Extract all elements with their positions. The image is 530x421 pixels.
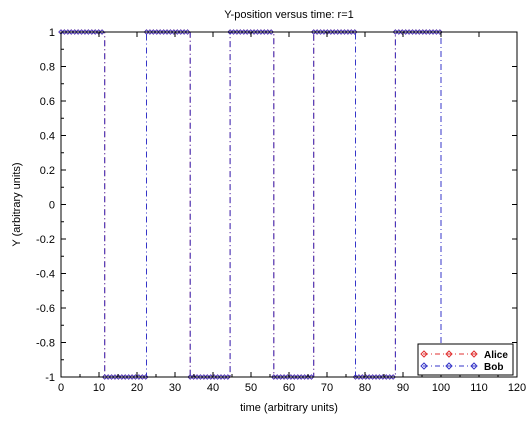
series-markers-bob — [58, 29, 443, 380]
y-tick-label: -0.2 — [36, 234, 55, 246]
plot-area — [58, 29, 443, 380]
x-tick-label: 80 — [359, 382, 371, 394]
legend-marker — [470, 350, 478, 358]
y-tick-label: -0.6 — [36, 303, 55, 315]
legend-label-alice: Alice — [484, 350, 508, 361]
legend-marker — [445, 350, 453, 358]
y-tick-label: 0.6 — [40, 96, 55, 108]
y-tick-label: 0 — [49, 200, 55, 212]
x-tick-label: 20 — [131, 382, 143, 394]
data-point — [308, 374, 315, 380]
legend-label-bob: Bob — [484, 362, 503, 373]
y-tick-label: 0.2 — [40, 165, 55, 177]
x-tick-label: 70 — [321, 382, 333, 394]
y-axis: -1 -0.8 -0.6 -0.4 -0.2 0 0.2 0.4 0.6 0.8 1 — [36, 27, 517, 384]
y-tick-label: -0.8 — [36, 338, 55, 350]
legend-marker — [420, 362, 428, 370]
x-axis-title: time (arbitrary units) — [240, 402, 338, 414]
y-tick-label: 1 — [49, 27, 55, 39]
data-point — [351, 29, 358, 35]
x-tick-label: 0 — [58, 382, 64, 394]
data-point — [142, 374, 149, 380]
legend-box — [417, 343, 514, 376]
y-tick-label: -1 — [45, 372, 55, 384]
legend-marker — [445, 362, 453, 370]
y-axis-title: Y (arbitrary units) — [11, 162, 23, 246]
data-point — [184, 29, 191, 35]
y-tick-label: -0.4 — [36, 269, 55, 281]
y-tick-label: 0.8 — [40, 62, 55, 74]
data-point — [225, 374, 231, 380]
data-point — [268, 29, 274, 35]
x-axis: 0 10 20 30 40 50 60 70 80 90 100 110 120 — [58, 32, 526, 394]
y-tick-label: 0.4 — [40, 131, 55, 143]
legend-marker — [470, 362, 478, 370]
x-tick-label: 100 — [432, 382, 450, 394]
data-point — [390, 374, 396, 380]
x-tick-label: 90 — [397, 382, 409, 394]
x-tick-label: 120 — [508, 382, 526, 394]
series-line-alice — [61, 31, 441, 378]
x-tick-label: 50 — [245, 382, 257, 394]
x-tick-label: 60 — [283, 382, 295, 394]
series-line-bob — [61, 31, 442, 378]
data-point — [437, 29, 443, 35]
chart-title: Y-position versus time: r=1 — [224, 9, 354, 21]
x-tick-label: 40 — [207, 382, 219, 394]
series-markers-alice — [58, 29, 443, 380]
legend-marker — [420, 350, 428, 358]
x-tick-label: 30 — [169, 382, 181, 394]
data-point — [99, 29, 105, 35]
x-tick-label: 10 — [93, 382, 105, 394]
plot-frame — [60, 31, 518, 378]
x-tick-label: 110 — [470, 382, 488, 394]
